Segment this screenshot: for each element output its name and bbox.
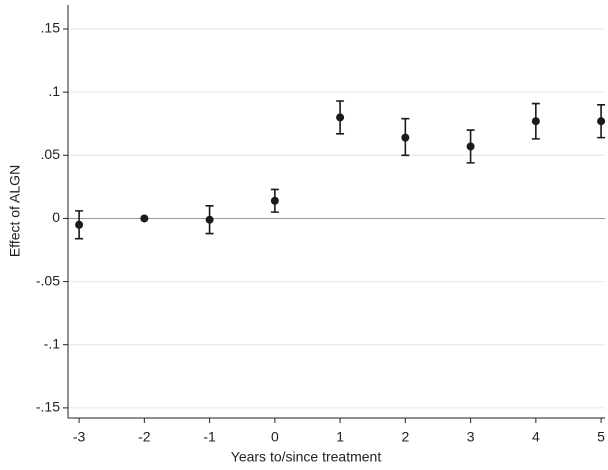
x-axis-title: Years to/since treatment [231,449,382,465]
y-tick-label: -.05 [36,272,60,288]
y-tick-label: -.15 [36,399,60,415]
x-tick-label: 5 [597,429,605,445]
point [270,196,279,205]
y-axis-title: Effect of ALGN [7,165,23,257]
point [466,142,475,151]
x-tick-label: -2 [138,429,151,445]
x-tick-label: 4 [532,429,540,445]
point [75,220,84,229]
x-tick-label: 0 [271,429,279,445]
point [205,215,214,224]
point [531,117,540,126]
y-tick-label: .1 [48,83,60,99]
x-tick-label: 1 [336,429,344,445]
x-tick-label: -1 [203,429,216,445]
y-tick-label: .15 [41,20,61,36]
x-tick-label: 2 [401,429,409,445]
y-tick-label: -.1 [44,335,61,351]
y-tick-label: 0 [52,209,60,225]
y-tick-label: .05 [41,146,61,162]
point [597,117,606,126]
point [401,133,410,142]
point [336,113,345,122]
point [140,214,149,223]
x-tick-label: -3 [73,429,86,445]
x-tick-label: 3 [467,429,475,445]
